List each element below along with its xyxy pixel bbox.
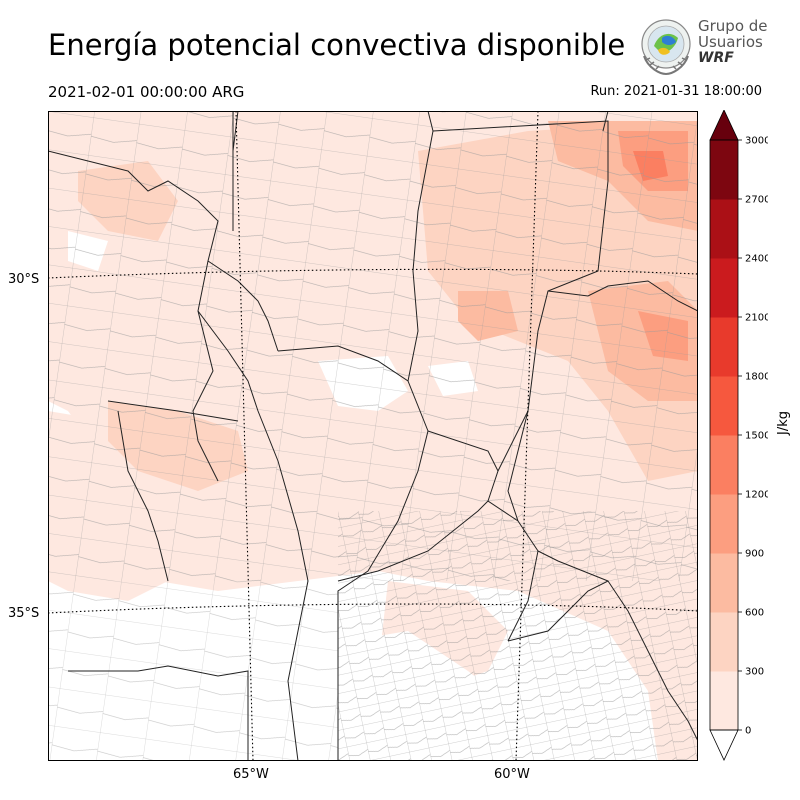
colorbar-swatch	[710, 199, 738, 259]
logo-line-1: Grupo de	[698, 17, 768, 35]
province-boundary	[547, 280, 698, 312]
colorbar-swatch	[710, 317, 738, 377]
department-boundaries-north	[48, 111, 698, 581]
colorbar-over-triangle	[709, 110, 739, 141]
province-boundary	[507, 410, 529, 522]
logo: Grupo de Usuarios WRF	[636, 16, 768, 76]
colorbar-tick-label: 300	[745, 667, 764, 678]
colorbar-swatch	[710, 553, 738, 613]
colorbar-tick-label: 600	[745, 608, 764, 619]
meridian-65w	[235, 111, 254, 761]
province-boundary	[107, 400, 239, 422]
colorbar-tick-label: 0	[745, 726, 751, 737]
coastline	[507, 580, 698, 742]
valid-time: 2021-02-01 00:00:00 ARG	[48, 83, 245, 101]
province-boundary	[407, 111, 434, 382]
province-boundary	[602, 111, 609, 132]
province-boundary	[337, 500, 489, 582]
colorbar-tick-label: 2400	[745, 254, 768, 265]
logo-text: Grupo de Usuarios WRF	[698, 18, 768, 66]
logo-line-2: Usuarios	[698, 33, 763, 51]
lon-label-65w: 65°W	[233, 767, 269, 782]
lat-label-35s: 35°S	[8, 606, 40, 621]
colorbar-swatch	[710, 494, 738, 554]
colorbar: 0 300 600 900 1200 1500 1800 2100 2400 2700 3000	[709, 110, 768, 761]
logo-brand: WRF	[698, 50, 734, 66]
colorbar-swatch	[710, 612, 738, 672]
colorbar-swatch	[710, 376, 738, 436]
colorbar-tick-label: 1800	[745, 372, 768, 383]
colorbar-units: J/kg	[776, 411, 791, 435]
province-boundary	[48, 150, 309, 761]
colorbar-tick-label: 1500	[745, 431, 768, 442]
province-boundary	[427, 430, 499, 472]
parallel-30s	[48, 268, 698, 279]
lat-label-30s: 30°S	[8, 272, 40, 287]
colorbar-tick-label: 2100	[745, 313, 768, 324]
colorbar-under-triangle	[709, 729, 739, 761]
cape-map	[48, 111, 698, 761]
colorbar-tick-label: 2700	[745, 195, 768, 206]
colorbar-tick-label: 1200	[745, 490, 768, 501]
lon-label-60w: 60°W	[494, 767, 530, 782]
run-time: Run: 2021-01-31 18:00:00	[590, 84, 762, 99]
department-boundaries-buenos-aires	[338, 511, 698, 761]
province-boundary	[117, 410, 169, 582]
map-frame	[48, 111, 698, 761]
colorbar-swatch	[710, 140, 738, 200]
meridian-60w	[515, 111, 539, 761]
river-plate-estuary	[537, 550, 609, 582]
province-boundary	[207, 260, 279, 352]
page-title: Energía potencial convectiva disponible	[48, 28, 626, 62]
colorbar-tick-label: 3000	[745, 136, 768, 147]
colorbar-swatch	[710, 258, 738, 318]
wrf-group-emblem-icon	[641, 19, 691, 76]
province-boundary	[68, 665, 249, 761]
province-boundary	[277, 345, 429, 761]
province-boundary	[192, 310, 219, 482]
colorbar-swatch	[710, 671, 738, 731]
colorbar-swatch	[710, 435, 738, 495]
colorbar-tick-label: 900	[745, 549, 764, 560]
parallel-35s	[48, 603, 698, 614]
